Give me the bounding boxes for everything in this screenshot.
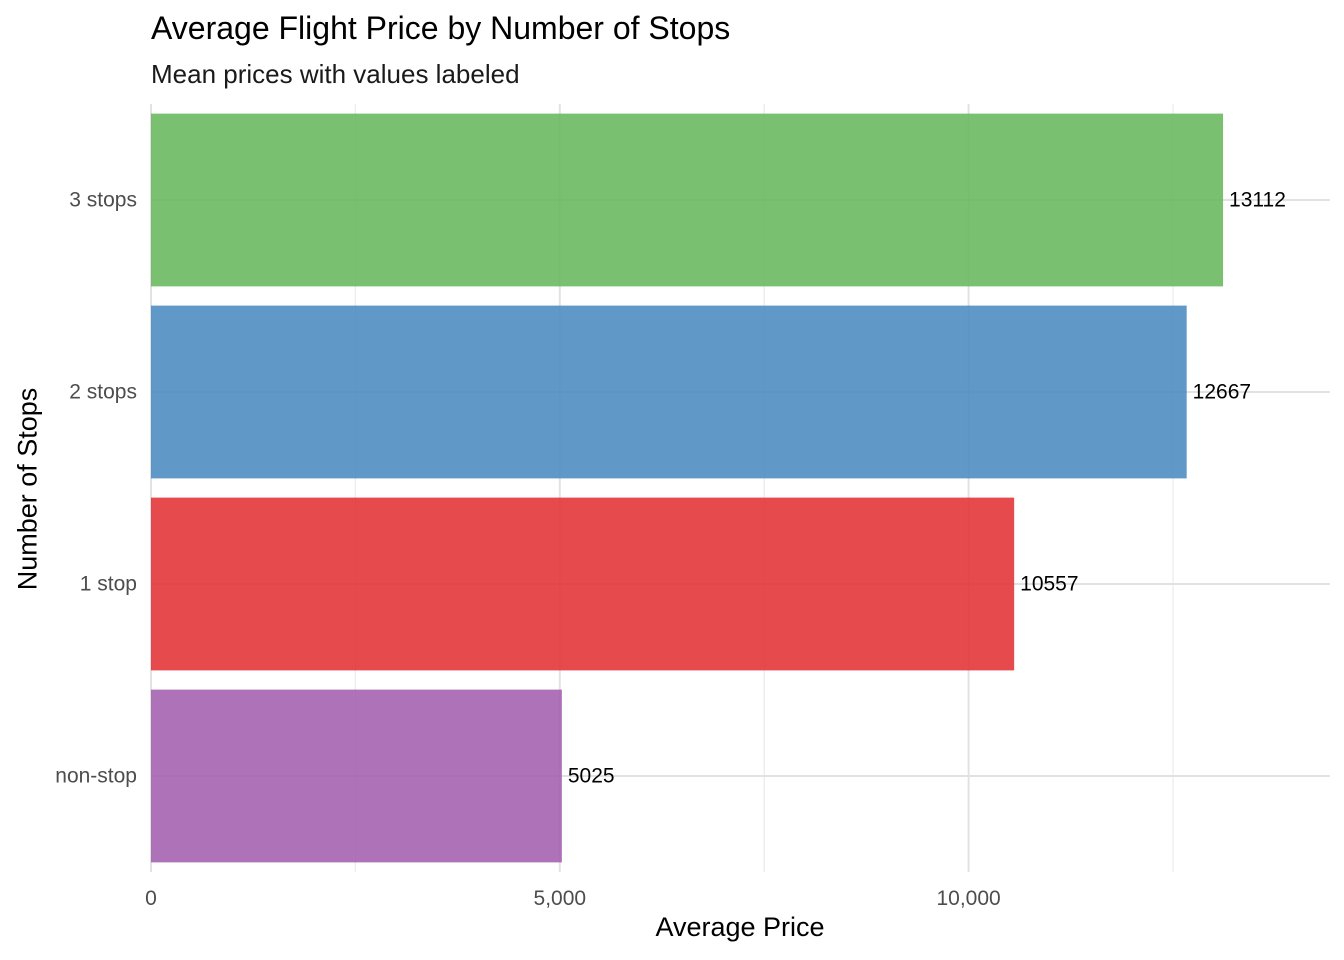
x-tick-label: 10,000: [936, 887, 1000, 910]
bar: [151, 497, 1015, 671]
bar: [151, 305, 1187, 479]
y-tick-label: non-stop: [55, 765, 137, 788]
chart-title: Average Flight Price by Number of Stops: [151, 10, 731, 46]
data-label: 5025: [568, 765, 615, 788]
x-axis-title: Average Price: [655, 912, 825, 942]
y-axis-title: Number of Stops: [12, 387, 43, 591]
bar: [151, 689, 562, 863]
chart-subtitle: Mean prices with values labeled: [151, 59, 520, 89]
y-tick-label: 3 stops: [69, 189, 137, 212]
x-tick-label: 5,000: [534, 887, 587, 910]
y-tick-label: 1 stop: [80, 573, 137, 596]
x-tick-label: 0: [145, 887, 157, 910]
data-label: 13112: [1229, 189, 1286, 212]
data-label: 10557: [1020, 573, 1078, 596]
bar: [151, 113, 1224, 287]
y-tick-label: 2 stops: [69, 381, 137, 404]
data-label: 12667: [1193, 381, 1251, 404]
